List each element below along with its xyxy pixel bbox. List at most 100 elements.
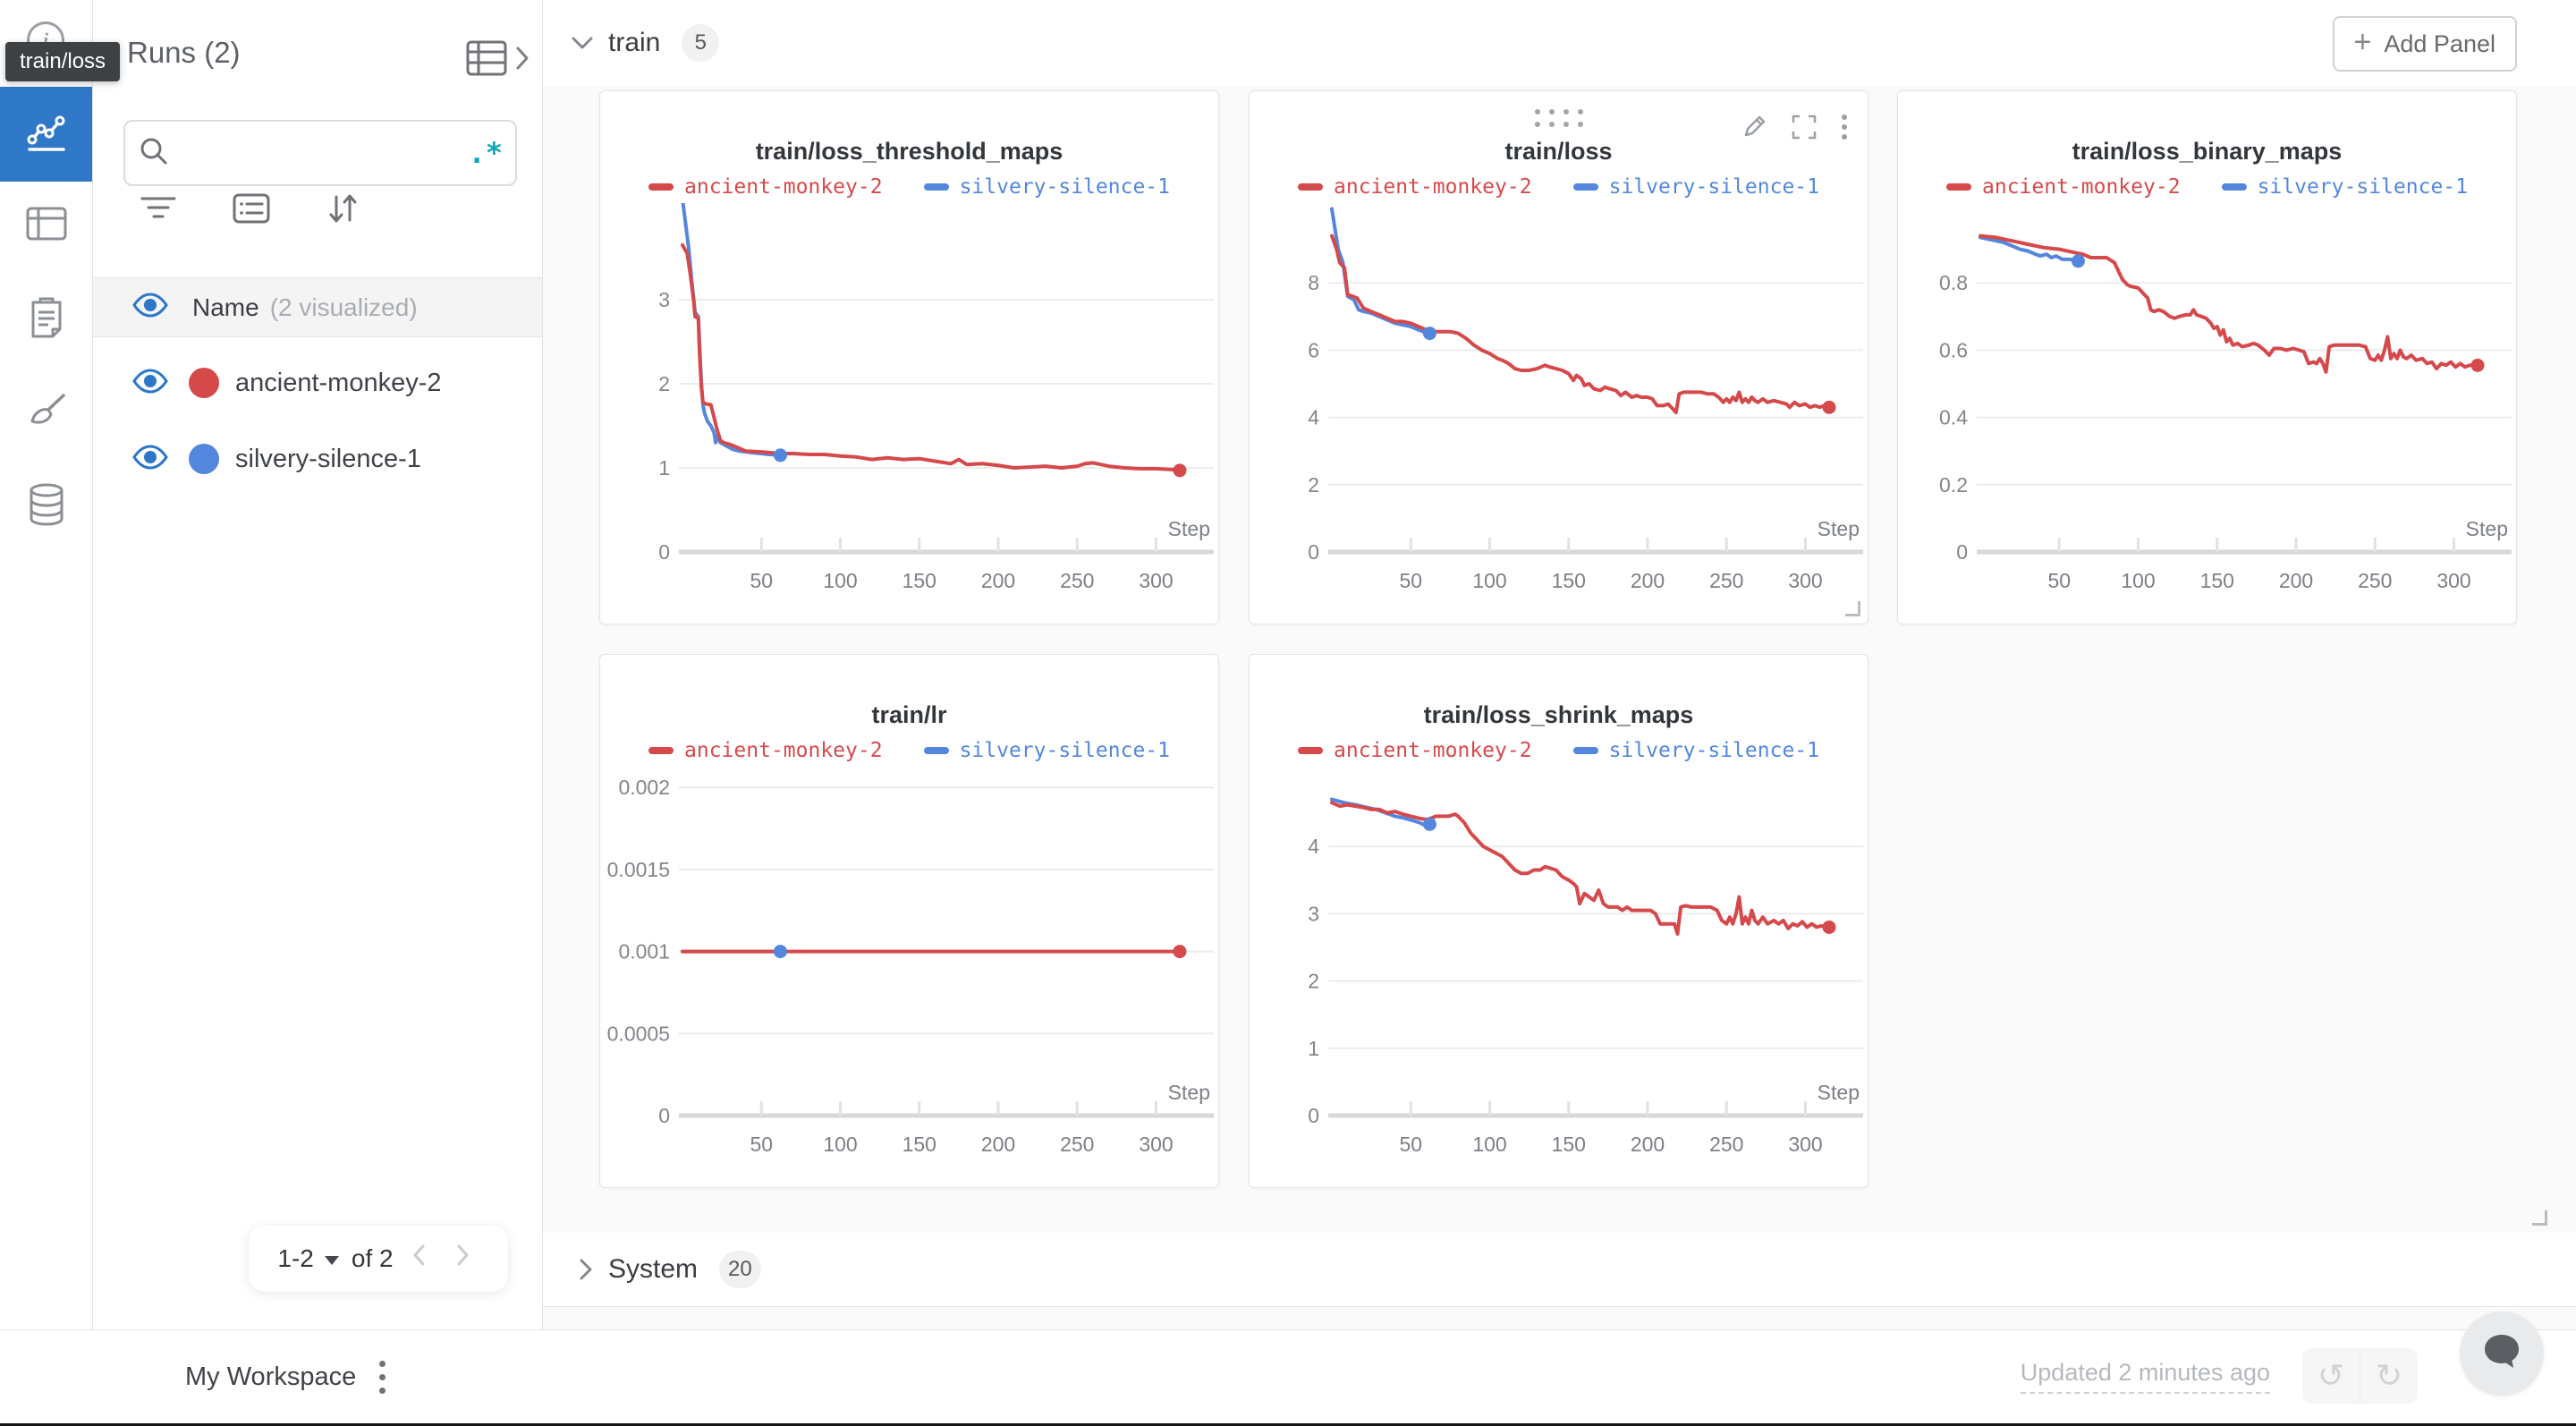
svg-text:200: 200	[1631, 1133, 1665, 1156]
svg-text:2: 2	[1308, 473, 1319, 497]
nav-item-sweeps[interactable]	[0, 366, 92, 461]
svg-text:150: 150	[1552, 569, 1586, 592]
chart-panel-train-loss-shrink-maps[interactable]: train/loss_shrink_maps ancient-monkey-2 si…	[1249, 654, 1868, 1188]
run-search-input[interactable]	[179, 138, 469, 168]
line-chart-icon	[23, 109, 70, 160]
chart-title: train/loss_threshold_maps	[755, 138, 1063, 165]
add-panel-button[interactable]: + Add Panel	[2332, 16, 2517, 72]
prev-page-button[interactable]	[402, 1242, 436, 1276]
updated-status-label[interactable]: Updated 2 minutes ago	[2020, 1359, 2270, 1394]
svg-text:0.2: 0.2	[1939, 473, 1968, 497]
page-of-label: of 2	[351, 1244, 394, 1272]
panel-drag-handle-icon[interactable]	[1534, 109, 1583, 127]
chart-panel-train-loss-binary-maps[interactable]: train/loss_binary_maps ancient-monkey-2 si…	[1897, 90, 2517, 624]
run-row-ancient-monkey-2[interactable]: ancient-monkey-2	[92, 347, 542, 419]
chart-plot-area[interactable]: 0 2 4 6 8 50 100 150 200 250 300 Step	[1250, 203, 1869, 601]
svg-text:Step: Step	[1168, 517, 1210, 540]
legend-item-silvery-silence-1[interactable]: silvery-silence-1	[923, 175, 1170, 199]
table-icon	[465, 39, 508, 81]
section-resize-handle[interactable]	[2532, 1210, 2547, 1226]
runs-sidebar: Runs (2) .*	[92, 0, 543, 1329]
run-row-silvery-silence-1[interactable]: silvery-silence-1	[92, 423, 542, 495]
nav-item-artifacts[interactable]	[0, 459, 92, 554]
regex-toggle[interactable]: .*	[468, 136, 503, 170]
svg-text:300: 300	[1139, 569, 1173, 592]
undo-button[interactable]: ↺	[2302, 1348, 2360, 1404]
svg-text:100: 100	[823, 569, 857, 592]
legend-color-dash	[2221, 183, 2247, 191]
expand-runs-table-button[interactable]	[465, 39, 531, 81]
legend-item-ancient-monkey-2[interactable]: ancient-monkey-2	[1946, 175, 2181, 199]
next-page-button[interactable]	[445, 1242, 479, 1276]
train-section-body: train/loss_threshold_maps ancient-monkey-…	[559, 86, 2555, 1233]
legend-run-name: ancient-monkey-2	[1334, 739, 1532, 762]
svg-text:50: 50	[1399, 569, 1422, 592]
chart-title: train/loss_binary_maps	[2072, 138, 2343, 165]
filter-icon[interactable]	[139, 193, 178, 224]
legend-color-dash	[1298, 747, 1324, 754]
chart-panel-train-lr[interactable]: train/lr ancient-monkey-2 silvery-silence-…	[599, 654, 1219, 1188]
fullscreen-icon[interactable]	[1791, 114, 1818, 145]
legend-item-silvery-silence-1[interactable]: silvery-silence-1	[1572, 175, 1819, 199]
svg-text:0: 0	[658, 1104, 670, 1127]
eye-icon[interactable]	[131, 368, 169, 398]
legend-item-ancient-monkey-2[interactable]: ancient-monkey-2	[648, 739, 883, 762]
workspace-menu-kebab-icon[interactable]	[369, 1355, 395, 1398]
svg-text:8: 8	[1308, 271, 1319, 294]
chart-panel-train-loss-threshold-maps[interactable]: train/loss_threshold_maps ancient-monkey-…	[599, 90, 1219, 624]
eye-icon[interactable]	[131, 293, 169, 322]
svg-text:50: 50	[750, 569, 773, 592]
svg-text:250: 250	[1709, 1133, 1743, 1156]
edit-panel-icon[interactable]	[1741, 114, 1767, 145]
svg-text:150: 150	[2200, 569, 2234, 592]
legend-item-ancient-monkey-2[interactable]: ancient-monkey-2	[1298, 739, 1532, 762]
footer-bar: My Workspace Updated 2 minutes ago ↺ ↻	[0, 1329, 2576, 1423]
display-options-icon[interactable]	[232, 192, 271, 225]
workspace-title: My Workspace	[185, 1362, 357, 1391]
legend-color-dash	[1946, 183, 1972, 191]
nav-item-logs[interactable]	[0, 271, 92, 366]
legend-run-name: silvery-silence-1	[959, 175, 1170, 199]
legend-item-ancient-monkey-2[interactable]: ancient-monkey-2	[1298, 175, 1532, 199]
sort-icon[interactable]	[325, 191, 360, 225]
table-icon	[24, 205, 69, 249]
chart-plot-area[interactable]: 0 1 2 3 4 50 100 150 200 250 300 Step	[1250, 767, 1869, 1165]
legend-item-silvery-silence-1[interactable]: silvery-silence-1	[923, 739, 1170, 762]
nav-item-workspace-charts[interactable]	[0, 87, 92, 182]
legend-item-ancient-monkey-2[interactable]: ancient-monkey-2	[648, 175, 883, 199]
chart-plot-area[interactable]: 0 1 2 3 50 100 150 200 250 300 Step	[600, 203, 1220, 601]
panel-menu-kebab-icon[interactable]	[1841, 113, 1848, 146]
redo-button[interactable]: ↻	[2360, 1348, 2418, 1404]
legend-color-dash	[648, 747, 674, 754]
run-color-dot[interactable]	[189, 368, 219, 398]
legend-run-name: ancient-monkey-2	[684, 175, 883, 199]
legend-item-silvery-silence-1[interactable]: silvery-silence-1	[2221, 175, 2468, 199]
svg-text:150: 150	[902, 569, 936, 592]
run-color-dot[interactable]	[189, 444, 219, 474]
svg-text:Step: Step	[1168, 1081, 1210, 1104]
svg-text:1: 1	[1308, 1037, 1319, 1060]
chevron-right-icon	[513, 43, 531, 78]
chat-widget-button[interactable]	[2460, 1311, 2544, 1396]
chart-panel-train-loss[interactable]: train/loss ancient-monkey-2 silvery-silenc…	[1249, 90, 1868, 624]
run-list-header-row: Name (2 visualized)	[92, 277, 542, 337]
page-size-caret[interactable]	[324, 1256, 339, 1265]
chart-legend: ancient-monkey-2 silvery-silence-1	[600, 739, 1218, 762]
redo-icon: ↻	[2375, 1357, 2403, 1394]
svg-text:250: 250	[2358, 569, 2392, 592]
nav-item-runs-table[interactable]	[0, 179, 92, 274]
chevron-down-icon[interactable]	[569, 33, 596, 53]
eye-icon[interactable]	[131, 444, 169, 474]
panel-resize-handle[interactable]	[1845, 601, 1860, 616]
svg-text:3: 3	[658, 288, 670, 311]
database-icon	[26, 481, 67, 532]
system-section-header[interactable]: System 20	[542, 1233, 2576, 1307]
clipboard-icon	[26, 294, 67, 344]
legend-item-silvery-silence-1[interactable]: silvery-silence-1	[1572, 739, 1819, 762]
chart-plot-area[interactable]: 0 0.2 0.4 0.6 0.8 50 100 150 200 250 300 Step	[1898, 203, 2518, 601]
chevron-right-icon[interactable]	[576, 1256, 596, 1283]
legend-color-dash	[923, 747, 949, 754]
train-section-header[interactable]: train 5	[542, 0, 2576, 86]
svg-text:0.001: 0.001	[618, 940, 670, 963]
chart-plot-area[interactable]: 0 0.0005 0.001 0.0015 0.002 50 100 150 200 250 300…	[600, 767, 1220, 1165]
